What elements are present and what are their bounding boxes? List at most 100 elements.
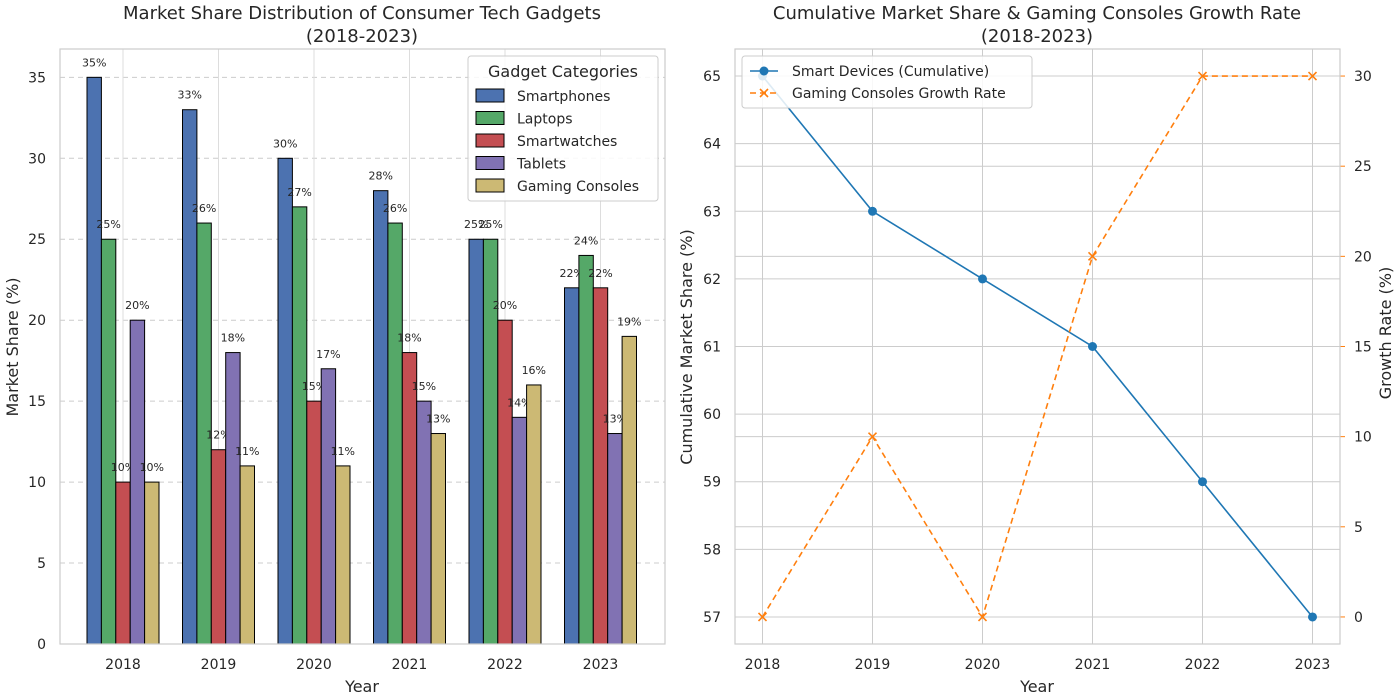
bar (373, 190, 389, 645)
bar-chart-legend[interactable]: Gadget Categories Smartphones Laptops Smar… (467, 55, 659, 202)
bar (115, 481, 131, 645)
data-point (867, 432, 878, 442)
bar-value-label: 20% (125, 299, 149, 312)
legend-label: Gaming Consoles Growth Rate (792, 86, 1006, 102)
x-tick-label: 2022 (487, 657, 523, 673)
x-tick-label: 2018 (745, 657, 781, 673)
bar (607, 433, 623, 645)
bar (182, 109, 198, 645)
line-chart-frame (734, 48, 1341, 645)
y-tick-label: 20 (28, 313, 46, 329)
left-y-tick-label: 57 (703, 610, 721, 626)
bar (497, 319, 513, 645)
data-point (1088, 342, 1097, 351)
data-point-stroke (977, 612, 988, 622)
right-y-tick-label: 0 (1354, 610, 1363, 626)
y-tick-label: 5 (37, 556, 46, 572)
x-tick-label: 2021 (392, 657, 428, 673)
data-point (977, 612, 988, 622)
bar (468, 238, 484, 645)
x-tick-label: 2019 (201, 657, 237, 673)
bar-value-label: 25% (478, 218, 502, 231)
bar (335, 465, 351, 645)
bar (511, 416, 528, 645)
right-y-tick-label: 25 (1354, 159, 1372, 175)
bar-value-label: 33% (177, 89, 201, 102)
bar (578, 254, 594, 645)
legend-box (467, 55, 659, 202)
bar (320, 368, 337, 645)
y-tick-label: 30 (28, 151, 46, 167)
bar-value-label: 30% (273, 137, 297, 150)
bar-value-label: 11% (331, 445, 355, 458)
bar (592, 287, 609, 645)
legend-box (741, 55, 1033, 109)
line-chart-grid (735, 49, 1340, 644)
x-tick-label: 2018 (105, 657, 141, 673)
right-y-tick-label: 20 (1354, 249, 1372, 265)
bar (210, 449, 227, 645)
x-tick-label: 2023 (583, 657, 619, 673)
legend-marker (759, 66, 769, 76)
bar-value-label: 18% (221, 332, 245, 345)
bar (401, 352, 418, 645)
line-chart: Cumulative Market Share & Gaming Console… (677, 3, 1395, 696)
legend-label: Tablets (516, 157, 566, 173)
left-y-tick-label: 63 (703, 204, 721, 220)
x-tick-label: 2020 (296, 657, 332, 673)
right-y-tick-label: 10 (1354, 430, 1372, 446)
bar (291, 206, 308, 645)
y-tick-label: 35 (28, 70, 46, 86)
legend-swatch (475, 88, 505, 103)
line-chart-right-y-label: Growth Rate (%) (1376, 267, 1395, 399)
bar-chart-subtitle: (2018-2023) (306, 26, 418, 47)
bar (86, 76, 102, 645)
legend-swatch (475, 133, 505, 148)
data-point (868, 206, 877, 216)
legend-swatch (475, 156, 505, 170)
left-y-tick-label: 60 (703, 407, 721, 423)
y-tick-label: 15 (28, 394, 46, 410)
bar-value-label: 16% (522, 364, 546, 377)
left-y-tick-label: 64 (703, 137, 721, 153)
bar (225, 352, 241, 645)
bar-value-label: 12% (206, 429, 230, 442)
bar-value-label: 22% (588, 267, 612, 280)
left-y-tick-label: 59 (703, 475, 721, 491)
line-chart-ticks: 2018 2019 2020 2021 2022 2023 57 58 59 60 61 62 63 64… (703, 69, 1372, 673)
bar (239, 465, 256, 645)
bar-value-label: 18% (397, 332, 421, 345)
bar-value-label: 19% (617, 315, 641, 328)
legend-title: Gadget Categories (488, 62, 638, 81)
bar (416, 400, 432, 645)
bar-value-label: 35% (82, 56, 106, 69)
legend-label: Smartphones (517, 89, 610, 105)
x-tick-label: 2023 (1295, 657, 1331, 673)
line-chart-x-label: Year (1019, 677, 1054, 696)
series-line (761, 75, 1313, 619)
bar-chart-title: Market Share Distribution of Consumer Te… (123, 3, 601, 24)
x-tick-label: 2021 (1075, 657, 1111, 673)
data-point-stroke (1197, 71, 1208, 81)
bar-chart: Market Share Distribution of Consumer Te… (3, 3, 666, 696)
data-point (1307, 71, 1318, 81)
legend-swatch (475, 111, 505, 125)
bar-value-label: 10% (111, 461, 135, 474)
left-y-tick-label: 61 (703, 340, 721, 356)
left-y-tick-label: 65 (703, 69, 721, 85)
data-point-stroke (867, 432, 878, 442)
bar-value-label: 26% (383, 202, 407, 215)
bar (564, 287, 580, 645)
legend-label: Gaming Consoles (517, 179, 639, 195)
line-chart-marks (757, 71, 1318, 622)
data-point (757, 612, 768, 622)
bar (144, 481, 160, 645)
bar-value-label: 22% (559, 267, 583, 280)
line-chart-legend[interactable]: Smart Devices (Cumulative) Gaming Console… (741, 55, 1033, 109)
data-point-stroke (1307, 71, 1318, 81)
bar-value-label: 10% (140, 461, 164, 474)
line-chart-left-y-label: Cumulative Market Share (%) (677, 229, 696, 464)
right-y-tick-label: 30 (1354, 69, 1372, 85)
right-y-tick-label: 5 (1354, 520, 1363, 536)
bar-chart-ticks: 0 5 10 15 20 25 30 35 2018 2019 2020 2021 2022 2023 (28, 70, 618, 673)
